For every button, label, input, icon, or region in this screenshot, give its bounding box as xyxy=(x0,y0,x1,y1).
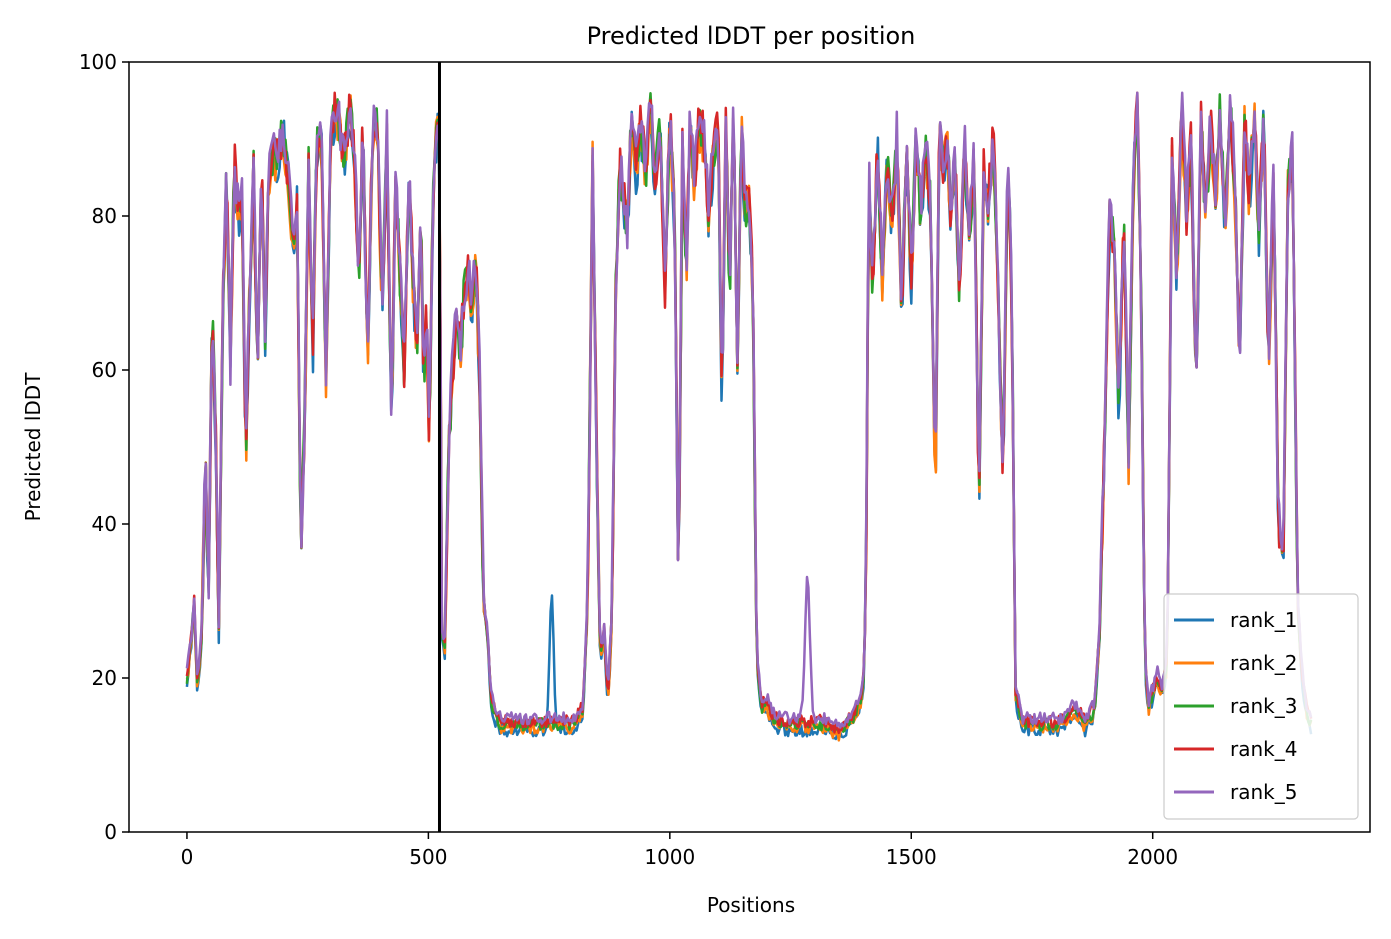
legend: rank_1 rank_2 rank_3 rank_4 rank_5 xyxy=(1163,593,1359,820)
series-line-rank_4 xyxy=(185,91,1313,735)
x-axis-title: Positions xyxy=(707,893,795,917)
x-tick-label: 500 xyxy=(409,845,447,869)
x-tick-label: 2000 xyxy=(1127,845,1178,869)
plot-frame xyxy=(128,61,1371,833)
legend-label-rank_4: rank_4 xyxy=(1230,737,1297,761)
legend-box xyxy=(1163,593,1359,820)
legend-label-rank_2: rank_2 xyxy=(1230,651,1297,675)
series-layer xyxy=(185,91,1313,742)
y-axis: 0 20 40 60 80 100 xyxy=(79,50,129,844)
chart-title: Predicted lDDT per position xyxy=(587,22,916,50)
legend-label-rank_1: rank_1 xyxy=(1230,608,1297,632)
y-tick-label: 40 xyxy=(92,512,117,536)
y-tick-label: 0 xyxy=(104,820,117,844)
y-tick-label: 100 xyxy=(79,50,117,74)
x-tick-label: 0 xyxy=(181,845,194,869)
series-line-rank_5 xyxy=(185,91,1313,729)
y-tick-label: 20 xyxy=(92,666,117,690)
x-tick-label: 1500 xyxy=(886,845,937,869)
y-tick-label: 80 xyxy=(92,204,117,228)
legend-label-rank_3: rank_3 xyxy=(1230,694,1297,718)
y-tick-label: 60 xyxy=(92,358,117,382)
legend-label-rank_5: rank_5 xyxy=(1230,780,1297,804)
y-axis-title: Predicted lDDT xyxy=(21,372,45,522)
x-tick-label: 1000 xyxy=(644,845,695,869)
x-axis: 0 500 1000 1500 2000 xyxy=(181,832,1178,869)
